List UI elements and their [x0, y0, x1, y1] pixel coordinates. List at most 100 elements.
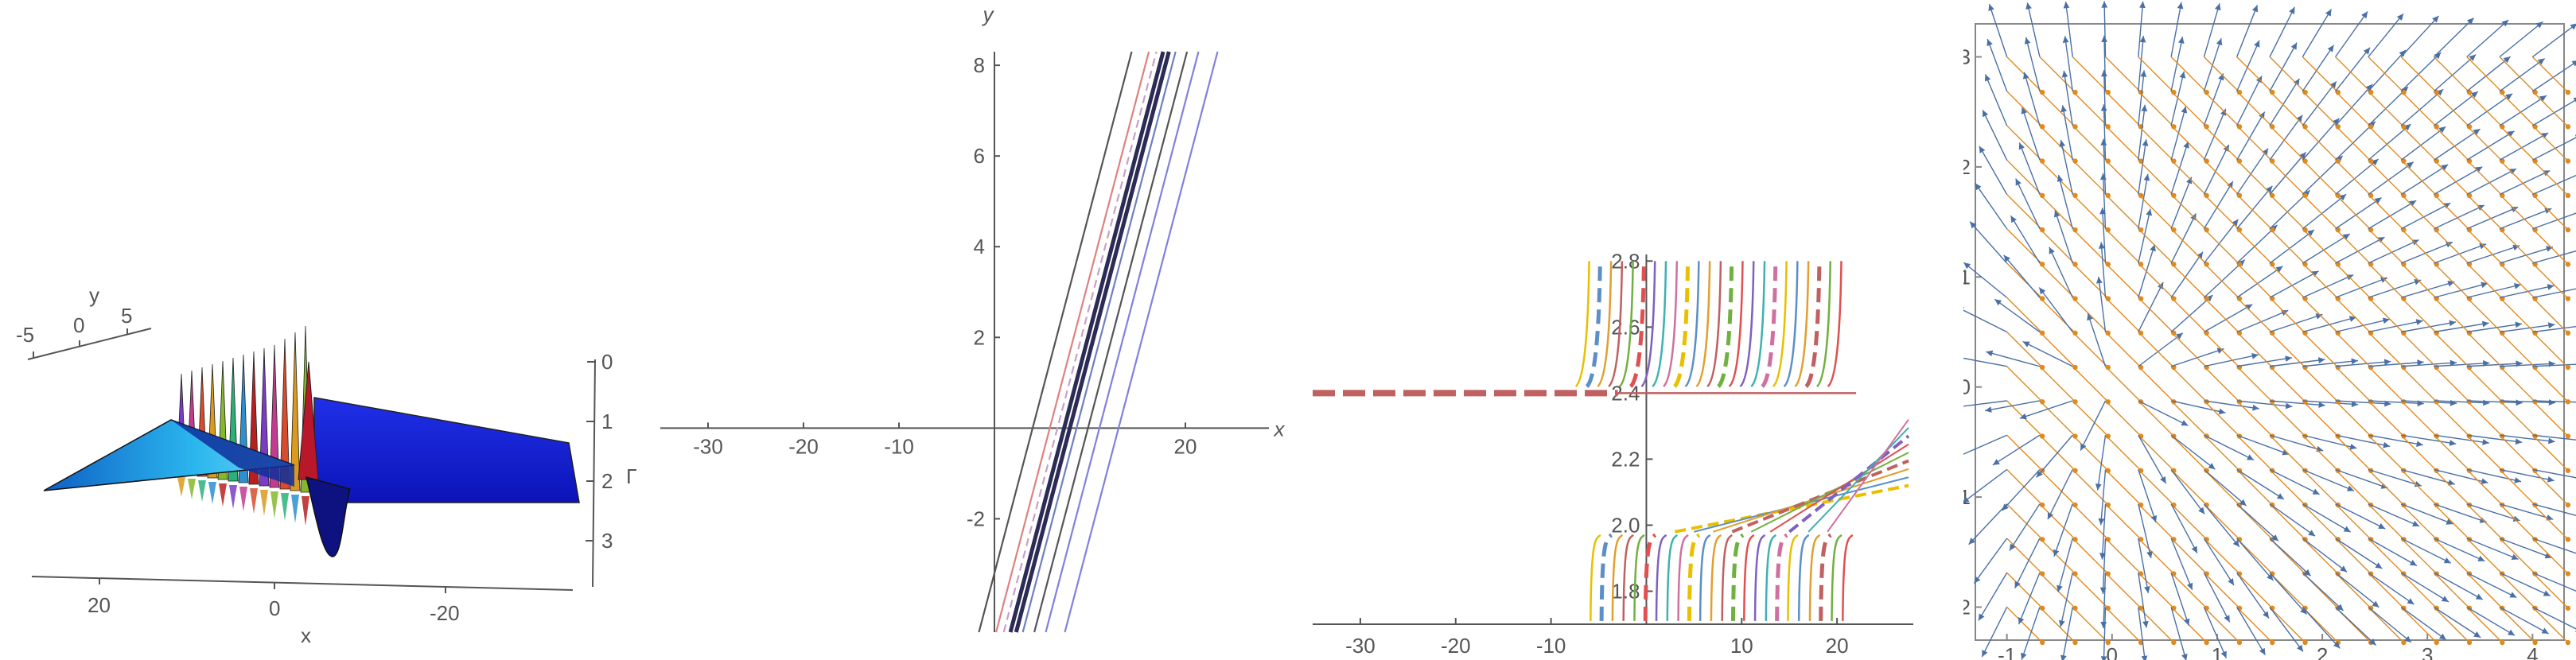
orange-arrow-217 [2400, 159, 2438, 196]
blue-arrow-head-146 [2307, 230, 2314, 236]
blue-arrow-head-185 [2363, 47, 2371, 55]
orange-arrow-166 [2302, 159, 2339, 196]
orange-arrow-95 [2170, 262, 2208, 300]
blue-arrow-head-198 [2409, 200, 2417, 207]
orange-arrow-head-24 [2072, 399, 2078, 405]
orange-arrow-232 [2433, 228, 2470, 265]
orange-arrow-head-171 [2368, 605, 2374, 611]
orange-arrow-160 [2302, 366, 2339, 402]
blue-arrow-head-97 [2183, 141, 2189, 149]
z-tick-0: 0 [601, 350, 613, 374]
blue-arrow-head-118 [2214, 3, 2221, 11]
blue-arrow-279 [2532, 363, 2576, 367]
curve-13 [1716, 261, 1745, 621]
orange-arrow-head-64 [2138, 192, 2144, 199]
orange-arrow-123 [2236, 468, 2273, 506]
orange-arrow-67 [2105, 56, 2142, 93]
blue-arrow-254 [2466, 19, 2509, 58]
blue-arrow-head-138 [2303, 569, 2311, 577]
orange-arrow-256 [2499, 572, 2536, 609]
blue-arrow-229 [2434, 322, 2489, 333]
blue-arrow-248 [2466, 245, 2520, 264]
blue-arrow-head-21 [2002, 503, 2009, 511]
series-line-3 [1008, 51, 1165, 633]
spike-under-5 [229, 485, 237, 509]
blue-arrow-head-13 [1983, 110, 1989, 118]
blue-arrow-124 [2236, 434, 2290, 456]
blue-arrow-head-84 [2139, 1, 2146, 9]
blue-arrow-253 [2466, 56, 2511, 92]
orange-arrow-head-62 [2138, 262, 2144, 267]
orange-arrow-261 [2499, 400, 2536, 437]
blue-arrow-head-89 [2198, 507, 2205, 514]
orange-arrow-214 [2400, 262, 2438, 300]
rising-line-0 [1675, 483, 1909, 534]
blue-arrow-head-47 [2060, 105, 2068, 113]
blue-arrow-1 [1978, 572, 2008, 621]
orange-arrow-224 [2433, 503, 2470, 540]
blue-arrow-105 [2203, 503, 2240, 548]
orange-arrow-23 [2039, 400, 2076, 437]
blue-arrow-226 [2434, 434, 2489, 444]
blue-arrow-head-251 [2507, 130, 2515, 138]
orange-arrow-191 [2368, 468, 2404, 506]
blue-arrow-180 [2335, 236, 2385, 264]
orange-arrow-155 [2302, 538, 2339, 575]
orange-arrow-21 [2039, 468, 2076, 506]
blue-arrow-5 [1963, 434, 2007, 455]
blue-arrow-head-258 [2546, 514, 2554, 521]
blue-arrow-153 [2302, 607, 2341, 649]
orange-arrow-212 [2400, 332, 2438, 368]
orange-arrow-184 [2335, 125, 2372, 162]
blue-arrow-186 [2335, 10, 2368, 57]
orange-arrow-182 [2335, 194, 2372, 231]
orange-arrow-head-30 [2072, 192, 2078, 199]
blue-arrow-258 [2499, 503, 2554, 520]
orange-arrow-head-96 [2204, 262, 2209, 267]
blue-arrow-head-57 [2080, 443, 2087, 451]
blue-arrow-head-82 [2140, 70, 2147, 77]
orange-arrow-92 [2170, 366, 2208, 402]
orange-arrow-head-236 [2466, 124, 2473, 130]
blue-arrow-178 [2335, 318, 2390, 333]
curve-0 [1574, 261, 1601, 621]
blue-arrow-head-246 [2515, 321, 2523, 328]
orange-arrow-196 [2368, 297, 2404, 334]
curve-10 [1684, 261, 1711, 621]
blue-arrow-137 [2269, 572, 2308, 615]
orange-arrow-186 [2335, 56, 2372, 93]
orange-arrow-head-187 [2401, 639, 2407, 646]
orange-arrow-111 [2203, 297, 2240, 334]
orange-arrow-140 [2269, 468, 2306, 506]
orange-arrow-head-39 [2105, 468, 2111, 473]
blue-arrow-118 [2203, 3, 2220, 57]
orange-arrow-222 [2433, 572, 2470, 609]
blue-arrow-head-70 [2144, 586, 2150, 593]
orange-arrow-head-113 [2236, 262, 2243, 267]
orange-arrow-head-219 [2434, 124, 2439, 130]
orange-arrow-5 [2006, 434, 2043, 472]
blue-arrow-7 [1963, 357, 2007, 367]
series-line-8 [1064, 51, 1219, 633]
orange-arrow-129 [2236, 262, 2273, 300]
orange-arrow-225 [2433, 468, 2470, 506]
blue-arrow-head-68 [2141, 655, 2148, 660]
blue-arrow-head-25 [1994, 299, 2002, 306]
orange-arrow-178 [2335, 332, 2372, 368]
blue-arrow-245 [2466, 363, 2523, 367]
orange-arrow-37 [2072, 503, 2109, 540]
orange-arrow-head-102 [2236, 639, 2243, 646]
orange-arrow-176 [2335, 400, 2372, 437]
blue-arrow-233 [2434, 166, 2483, 196]
lines-plot: -30 -20 -10 20 8 6 4 2 -2 x y [660, 2, 1286, 633]
blue-arrow-head-65 [2100, 70, 2107, 77]
blue-arrow-68 [2138, 607, 2146, 660]
blue-arrow-19 [2014, 538, 2041, 588]
blue-arrow-170 [2335, 606, 2377, 646]
orange-arrow-head-4 [2039, 502, 2045, 508]
blue-arrow-187 [2368, 606, 2412, 643]
orange-arrow-108 [2203, 400, 2240, 437]
orange-arrow-head-18 [2072, 605, 2078, 611]
orange-arrow-head-33 [2072, 89, 2078, 95]
blue-arrow-69 [2138, 573, 2147, 628]
